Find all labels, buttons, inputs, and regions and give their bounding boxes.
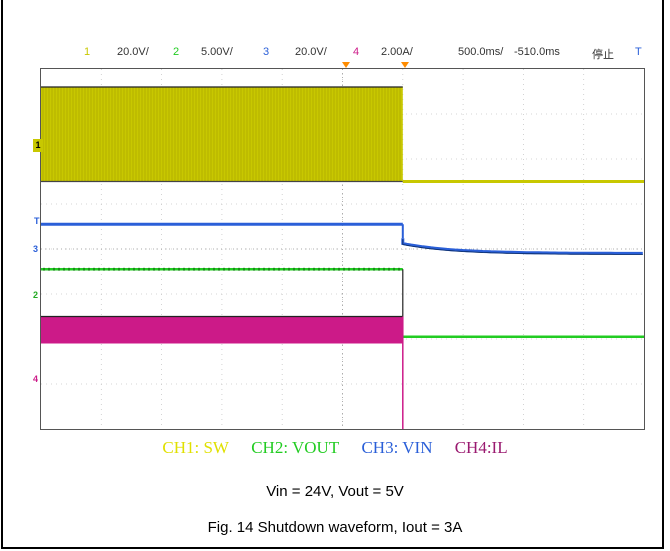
ch3-scale: 20.0V/ xyxy=(295,46,327,58)
trigger-icon: T xyxy=(635,46,642,58)
trigger-offset: -510.0ms xyxy=(514,46,560,58)
timebase: 500.0ms/ xyxy=(458,46,504,58)
channel-legend: CH1: SW CH2: VOUT CH3: VIN CH4:IL xyxy=(0,438,670,458)
test-conditions: Vin = 24V, Vout = 5V xyxy=(266,483,404,500)
waveform-plot xyxy=(41,69,644,429)
legend-ch2: CH2: VOUT xyxy=(251,438,340,457)
legend-ch4: CH4:IL xyxy=(454,438,508,457)
ch1-switching-band xyxy=(41,87,403,182)
run-state: 停止 xyxy=(592,49,614,61)
ch2-scale: 5.00V/ xyxy=(201,46,233,58)
ch3-decay-trace xyxy=(401,238,643,255)
legend-ch1: CH1: SW xyxy=(162,438,229,457)
trigger-position-marker xyxy=(401,62,409,68)
ch1-scale: 20.0V/ xyxy=(117,46,149,58)
ch2-number: 2 xyxy=(173,46,180,58)
trigger-level-marker: T xyxy=(34,216,40,226)
scope-header: 1 20.0V/ 2 5.00V/ 3 20.0V/ 4 2.00A/ 500.… xyxy=(40,40,645,68)
time-reference-marker xyxy=(342,62,350,68)
legend-ch3: CH3: VIN xyxy=(361,438,433,457)
ch3-decay-edge xyxy=(402,239,643,255)
ch1-ground-marker: 1 xyxy=(33,139,43,152)
ch4-ground-marker: 4 xyxy=(33,374,39,384)
oscilloscope-screen xyxy=(40,68,645,430)
ch4-ripple-band xyxy=(41,316,403,344)
ch3-number: 3 xyxy=(263,46,270,58)
ch1-number: 1 xyxy=(84,46,91,58)
ch3-ground-marker: 3 xyxy=(33,244,39,254)
waveform-traces xyxy=(41,86,644,429)
ch2-ground-marker: 2 xyxy=(33,290,39,300)
figure-caption: Fig. 14 Shutdown waveform, Iout = 3A xyxy=(207,519,463,536)
ch4-scale: 2.00A/ xyxy=(381,46,413,58)
ch4-number: 4 xyxy=(353,46,360,58)
